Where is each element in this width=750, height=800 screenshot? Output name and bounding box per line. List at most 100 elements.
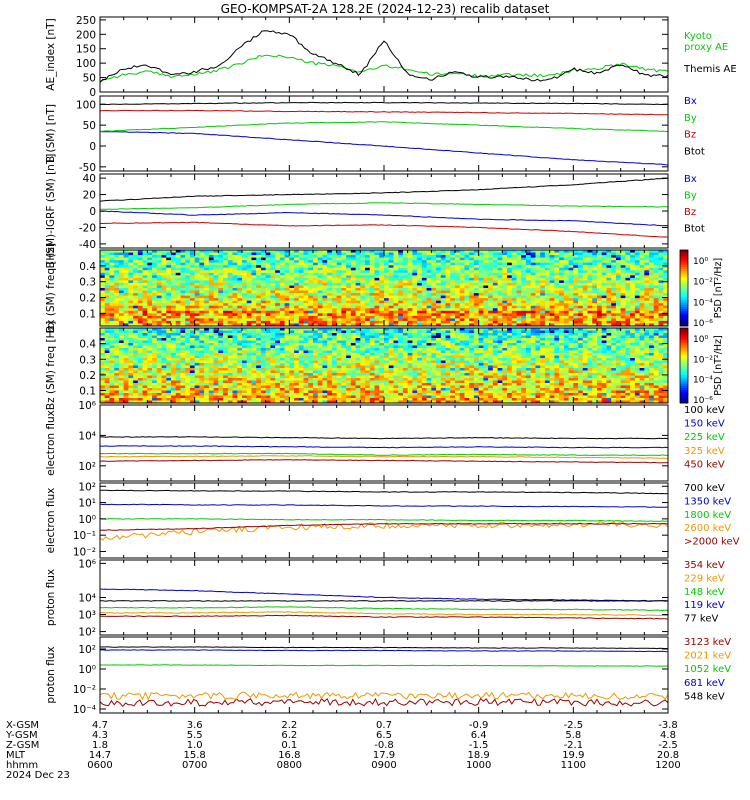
spectrogram-cell [313, 298, 319, 302]
spectrogram-cell [100, 277, 106, 281]
spectrogram-cell [147, 252, 153, 256]
spectrogram-cell [507, 290, 513, 294]
spectrogram-cell [137, 400, 143, 404]
spectrogram-cell [199, 340, 205, 344]
spectrogram-cell [507, 320, 513, 324]
spectrogram-cell [630, 272, 636, 276]
spectrogram-cell [440, 275, 446, 279]
spectrogram-cell [322, 305, 328, 309]
spectrogram-cell [114, 308, 120, 312]
colorbar-segment [680, 267, 688, 270]
spectrogram-cell [194, 275, 200, 279]
spectrogram-cell [526, 250, 532, 253]
spectrogram-cell [232, 358, 238, 361]
spectrogram-cell [597, 298, 603, 302]
spectrogram-cell [180, 282, 186, 286]
colorbar-segment [680, 297, 688, 300]
spectrogram-cell [213, 285, 219, 289]
spectrogram-cell [237, 343, 243, 346]
spectrogram-cell [109, 358, 115, 361]
colorbar-tick-label: 10⁻⁴ [693, 298, 713, 308]
spectrogram-cell [365, 255, 371, 258]
y-tick-label: 0.1 [79, 308, 96, 320]
spectrogram-cell [194, 288, 200, 291]
spectrogram-cell [251, 295, 257, 299]
spectrogram-cell [114, 370, 120, 374]
spectrogram-cell [464, 257, 470, 261]
spectrogram-cell [308, 275, 314, 279]
spectrogram-cell [355, 298, 361, 302]
spectrogram-cell [393, 300, 399, 304]
spectrogram-cell [658, 272, 664, 276]
spectrogram-cell [483, 277, 489, 281]
spectrogram-cell [526, 290, 532, 294]
spectrogram-cell [308, 252, 314, 256]
spectrogram-cell [156, 333, 162, 336]
spectrogram-cell [544, 298, 551, 302]
spectrogram-cell [175, 265, 181, 269]
y-axis-label: B (SM) [nT] [45, 104, 57, 163]
spectrogram-cell [208, 255, 214, 258]
spectrogram-cell [237, 288, 243, 291]
spectrogram-cell [483, 260, 489, 264]
spectrogram-cell [152, 272, 158, 276]
spectrogram-cell [369, 323, 375, 327]
spectrogram-cell [587, 285, 593, 289]
spectrogram-cell [450, 305, 456, 309]
spectrogram-cell [502, 288, 508, 291]
spectrogram-cell [374, 318, 380, 322]
spectrogram-cell [488, 275, 494, 279]
spectrogram-cell [611, 277, 617, 281]
spectrogram-cell [497, 285, 503, 289]
spectrogram-cell [303, 282, 309, 286]
spectrogram-cell [322, 290, 328, 294]
spectrogram-cell [270, 320, 276, 324]
spectrogram-cell [615, 310, 622, 314]
spectrogram-cell [445, 265, 451, 269]
spectrogram-cell [658, 285, 664, 289]
spectrogram-cell [611, 310, 617, 314]
spectrogram-cell [166, 323, 172, 327]
spectrogram-cell [426, 310, 432, 314]
spectrogram-cell [118, 323, 125, 327]
spectrogram-cell [384, 298, 390, 302]
spectrogram-cell [180, 363, 186, 366]
spectrogram-cell [516, 285, 522, 289]
spectrogram-cell [161, 380, 167, 384]
spectrogram-cell [303, 310, 309, 314]
spectrogram-cell [450, 262, 456, 266]
spectrogram-cell [601, 257, 607, 261]
spectrogram-cell [147, 345, 153, 349]
y-tick-label: -40 [79, 239, 96, 251]
spectrogram-cell [540, 295, 546, 299]
spectrogram-cell [114, 340, 120, 344]
spectrogram-cell [294, 250, 300, 253]
spectrogram-cell [469, 290, 475, 294]
spectrogram-cell [260, 290, 267, 294]
spectrogram-cell [265, 303, 271, 307]
spectrogram-cell [445, 295, 451, 299]
spectrogram-cell [540, 298, 546, 302]
spectrogram-cell [355, 293, 361, 296]
spectrogram-cell [582, 260, 588, 264]
spectrogram-cell [597, 303, 603, 307]
spectrogram-cell [109, 318, 115, 322]
spectrogram-cell [341, 280, 347, 284]
spectrogram-cell [402, 318, 409, 322]
spectrogram-cell [142, 373, 148, 376]
spectrogram-cell [218, 310, 224, 314]
spectrogram-cell [246, 340, 252, 344]
spectrogram-cell [161, 375, 167, 379]
spectrogram-cell [223, 390, 229, 394]
spectrogram-cell [658, 257, 664, 261]
spectrogram-cell [109, 345, 115, 349]
spectrogram-cell [242, 385, 248, 389]
spectrogram-cell [360, 313, 366, 317]
spectrogram-cell [445, 257, 451, 261]
spectrogram-cell [171, 310, 177, 314]
spectrogram-cell [185, 285, 191, 289]
spectrogram-cell [384, 305, 390, 309]
spectrogram-cell [464, 293, 470, 296]
spectrogram-cell [450, 298, 456, 302]
spectrogram-cell [118, 265, 125, 269]
